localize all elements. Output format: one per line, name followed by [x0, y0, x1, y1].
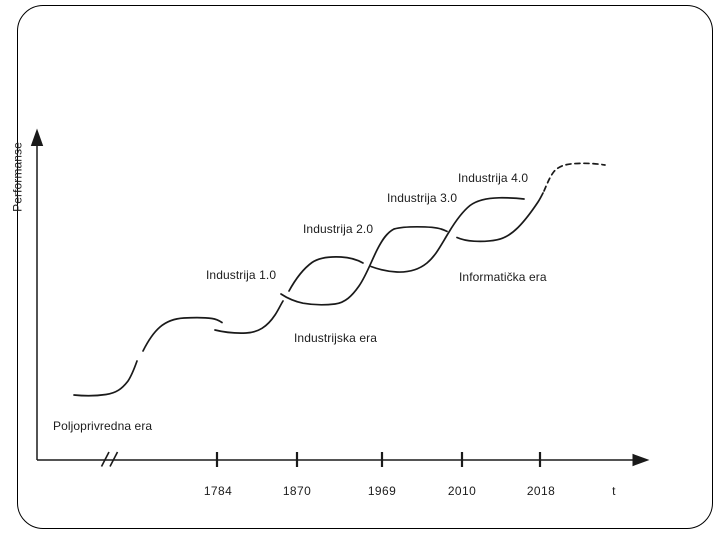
slide-border: [17, 5, 713, 529]
x-tick-label-1784: 1784: [203, 484, 233, 498]
x-tick-label-1969: 1969: [367, 484, 397, 498]
era-label-poljoprivredna: Poljoprivredna era: [53, 419, 153, 433]
x-tick-label-2018: 2018: [526, 484, 556, 498]
curve-label-industrija-3-0: Industrija 3.0: [387, 191, 458, 205]
y-axis-label: Performanse: [10, 142, 25, 212]
x-tick-label-1870: 1870: [282, 484, 312, 498]
era-label-industrijska: Industrijska era: [294, 331, 377, 345]
x-tick-label-2010: 2010: [447, 484, 477, 498]
x-axis-label-t: t: [612, 484, 616, 498]
curve-label-industrija-2-0: Industrija 2.0: [303, 222, 374, 236]
era-label-informaticka: Informatička era: [459, 270, 547, 284]
curve-label-industrija-4-0: Industrija 4.0: [458, 171, 529, 185]
curve-label-industrija-1-0: Industrija 1.0: [206, 268, 277, 282]
